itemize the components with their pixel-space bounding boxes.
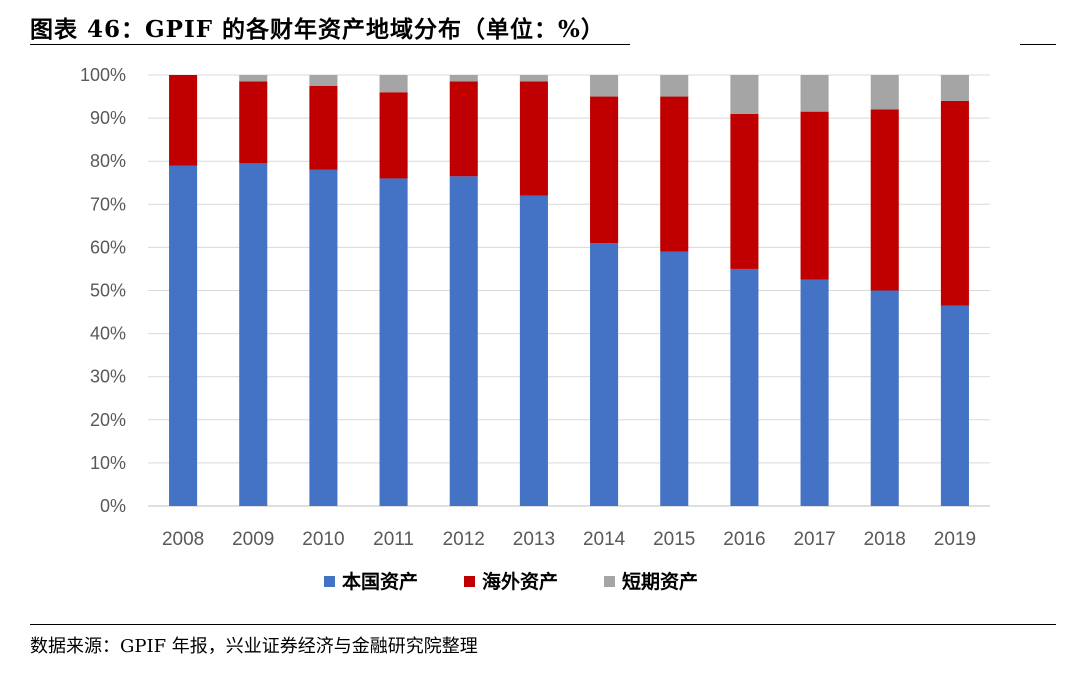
stacked-bar-chart: 0% 10% 20% 30% 40% 50% 60% 70% 80% 90% 100% 2008 200… bbox=[80, 65, 990, 593]
bar-segment bbox=[379, 75, 408, 93]
x-tick-label: 2016 bbox=[723, 529, 765, 550]
bar-segment bbox=[169, 165, 198, 506]
bar-segment bbox=[590, 75, 619, 97]
y-tick-label: 100% bbox=[80, 65, 126, 85]
legend-swatch bbox=[604, 576, 615, 587]
x-tick-label: 2018 bbox=[864, 529, 906, 550]
bar-segment bbox=[449, 81, 478, 177]
bar-segment bbox=[940, 75, 969, 101]
bar-segment bbox=[239, 81, 268, 164]
x-tick-label: 2008 bbox=[162, 529, 204, 550]
bar-segment bbox=[730, 113, 759, 269]
legend-label: 本国资产 bbox=[342, 570, 418, 593]
bar-segment bbox=[730, 75, 759, 114]
x-tick-label: 2017 bbox=[793, 529, 835, 550]
source-note: 数据来源：GPIF 年报，兴业证券经济与金融研究院整理 bbox=[30, 636, 478, 657]
bar-segment bbox=[800, 279, 829, 506]
bar-segment bbox=[379, 178, 408, 506]
bar-segment bbox=[239, 163, 268, 507]
bar-segment bbox=[940, 100, 969, 306]
bar-segment bbox=[519, 75, 548, 82]
figure-title: 图表 46：GPIF 的各财年资产地域分布（单位：%） bbox=[30, 16, 605, 43]
bar-segment bbox=[590, 96, 619, 244]
bar-segment bbox=[169, 75, 198, 166]
legend-label: 短期资产 bbox=[622, 570, 698, 593]
y-tick-label: 0% bbox=[100, 496, 126, 516]
bar-segment bbox=[660, 251, 689, 506]
y-tick-label: 30% bbox=[90, 367, 126, 387]
legend-label: 海外资产 bbox=[482, 570, 558, 593]
bar-segment bbox=[870, 75, 899, 110]
bar-segment bbox=[239, 75, 268, 82]
x-tick-label: 2015 bbox=[653, 529, 695, 550]
legend-swatch bbox=[464, 576, 475, 587]
bar-segment bbox=[870, 290, 899, 506]
bar-segment bbox=[730, 268, 759, 506]
x-tick-label: 2010 bbox=[302, 529, 344, 550]
bar-segment bbox=[800, 111, 829, 280]
x-tick-label: 2009 bbox=[232, 529, 274, 550]
title-rule-left bbox=[30, 44, 630, 45]
y-tick-label: 90% bbox=[90, 108, 126, 128]
y-tick-label: 20% bbox=[90, 410, 126, 430]
bar-segment bbox=[660, 75, 689, 97]
x-tick-label: 2012 bbox=[443, 529, 485, 550]
title-rule-right bbox=[1020, 44, 1056, 45]
footer-rule bbox=[30, 624, 1056, 625]
bar-segment bbox=[309, 85, 338, 170]
bar-segment bbox=[660, 96, 689, 252]
bar-segment bbox=[309, 169, 338, 506]
x-tick-label: 2011 bbox=[373, 529, 414, 550]
legend-swatch bbox=[324, 576, 335, 587]
bar-segment bbox=[870, 109, 899, 291]
y-tick-label: 50% bbox=[90, 281, 126, 301]
y-tick-label: 80% bbox=[90, 151, 126, 171]
y-tick-label: 40% bbox=[90, 324, 126, 344]
bar-segment bbox=[940, 305, 969, 506]
bar-segment bbox=[379, 92, 408, 179]
x-tick-label: 2019 bbox=[934, 529, 976, 550]
bar-segment bbox=[449, 75, 478, 82]
bar-segment bbox=[449, 176, 478, 506]
x-tick-label: 2013 bbox=[513, 529, 555, 550]
y-tick-label: 60% bbox=[90, 237, 126, 257]
bar-segment bbox=[519, 81, 548, 196]
bar-segment bbox=[590, 243, 619, 506]
bar-segment bbox=[519, 195, 548, 506]
x-tick-label: 2014 bbox=[583, 529, 626, 550]
y-tick-label: 10% bbox=[90, 453, 126, 473]
bar-segment bbox=[800, 75, 829, 112]
bar-segment bbox=[309, 75, 338, 86]
y-tick-label: 70% bbox=[90, 194, 126, 214]
